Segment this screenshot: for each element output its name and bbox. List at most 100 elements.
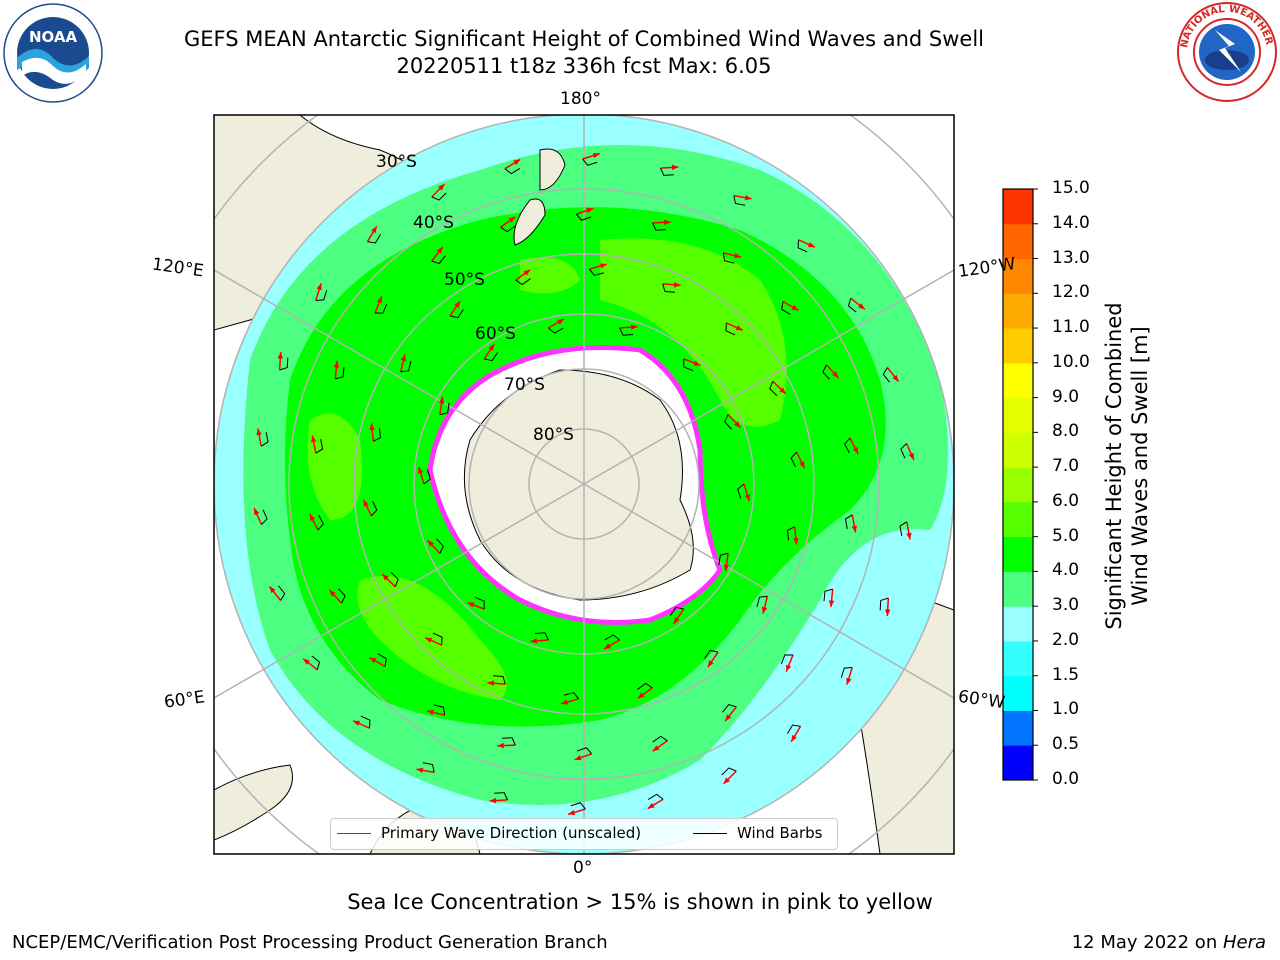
wind-barb [737, 483, 745, 499]
colorbar-tick-label: 0.0 [1052, 769, 1080, 789]
wave-arrowhead [416, 767, 424, 774]
colorbar-segment [1003, 536, 1033, 572]
wave-arrowhead [744, 494, 751, 502]
wind-barb [431, 255, 446, 265]
colorbar-tick-label: 3.0 [1052, 595, 1080, 616]
wave-arrowhead [673, 617, 680, 624]
wind-barb [500, 225, 516, 233]
footer-branch: NCEP/EMC/Verification Post Processing Pr… [12, 932, 608, 953]
wave-arrowhead [744, 194, 752, 201]
wind-barb [647, 793, 664, 800]
wave-arrowhead [828, 600, 835, 608]
wave-arrowhead [586, 207, 594, 213]
wind-barb [844, 437, 851, 454]
wind-barb [637, 682, 653, 690]
colorbar-tick-label: 4.0 [1052, 560, 1080, 581]
nws-logo: NATIONAL WEATHER SERVICE [1175, 0, 1277, 102]
wind-barb [563, 691, 579, 700]
colorbar-tick-label: 7.0 [1052, 456, 1080, 477]
wave-arrowhead [734, 421, 741, 428]
wave-arrowhead [400, 354, 407, 362]
wind-barb [823, 588, 833, 602]
noaa-logo: NOAA [3, 3, 103, 103]
wave-arrowhead [353, 720, 361, 726]
wind-barb [504, 168, 521, 175]
graticule [214, 115, 954, 854]
wind-barb [879, 597, 889, 611]
colorbar-tick-label: 1.0 [1052, 699, 1080, 720]
wind-barb [652, 222, 666, 231]
wave-arrowhead [513, 159, 521, 166]
wave-arrowhead [382, 574, 389, 581]
wave-arrowhead [277, 352, 284, 359]
wave-arrowhead [725, 714, 732, 721]
wave-arrowhead [807, 242, 815, 248]
colorbar-tick-label: 0.5 [1052, 734, 1080, 755]
colorbar-segment [1003, 710, 1033, 746]
land-madagascar [214, 764, 293, 841]
wind-barb [337, 588, 346, 604]
wind-barb [432, 632, 443, 646]
wave-arrowhead [329, 590, 336, 597]
wave-arrowhead [316, 283, 322, 291]
wind-barb [721, 767, 737, 776]
wind-barb [662, 283, 676, 293]
wave-arrowhead [664, 219, 671, 226]
wind-barb [315, 290, 328, 301]
wind-barb [484, 352, 499, 362]
wind-barb [781, 301, 791, 315]
wind-barb [787, 526, 795, 541]
barb-legend-label: Wind Barbs [737, 824, 823, 842]
colorbar [1003, 188, 1038, 781]
wind-barb [360, 715, 371, 729]
colorbar-segment [1003, 606, 1033, 642]
wave-arrowhead [779, 387, 786, 394]
wind-barb [575, 213, 592, 221]
wave-arrowhead [793, 537, 799, 545]
lat-label-60s: 60°S [475, 324, 516, 344]
wave-arrowhead [530, 638, 538, 644]
wind-barb [377, 653, 387, 667]
wind-barb [604, 634, 620, 641]
colorbar-tick-label: 8.0 [1052, 421, 1080, 442]
wave-arrowhead [734, 252, 741, 259]
wave-arrowhead [256, 428, 262, 436]
wave-arrowhead [427, 540, 434, 547]
colorbar-segment [1003, 258, 1033, 294]
colorbar-tick-label: 14.0 [1052, 212, 1090, 233]
wind-barb [494, 792, 508, 801]
wave-direction-arrows [253, 152, 915, 816]
wind-barb [335, 366, 345, 380]
wave-arrowhead [846, 677, 852, 685]
wave-arrowhead [497, 742, 504, 749]
wave-arrowhead [852, 447, 859, 455]
colorbar-segment [1003, 293, 1033, 329]
wind-barb [474, 596, 485, 610]
wave-arrowhead [427, 709, 434, 716]
colorbar-segment [1003, 640, 1033, 677]
lat-label-40s: 40°S [413, 213, 454, 233]
wave-arrowhead [630, 324, 638, 330]
wave-arrowhead [673, 282, 681, 288]
wind-barb [787, 724, 801, 734]
wave-arrowhead [371, 226, 377, 234]
wind-barb [433, 704, 446, 716]
wave-arrowhead [310, 435, 317, 443]
wave-arrowhead [799, 461, 805, 469]
wave-arrowhead [438, 396, 445, 404]
wave-arrowhead [723, 777, 731, 784]
wind-barb [375, 303, 388, 314]
colorbar-tick-label: 5.0 [1052, 525, 1080, 546]
wind-barb [900, 443, 907, 459]
lon-label-0: 0° [573, 858, 593, 878]
wind-barb [502, 737, 516, 746]
wind-barb [367, 234, 381, 244]
wave-arrowhead [437, 184, 445, 191]
wind-barb [423, 469, 431, 485]
wind-barb [390, 572, 399, 587]
wave-arrowhead [561, 699, 569, 705]
wind-barb [780, 654, 793, 665]
wind-barb [790, 451, 797, 468]
wave-arrowhead [523, 269, 531, 276]
wind-barb [882, 367, 890, 383]
